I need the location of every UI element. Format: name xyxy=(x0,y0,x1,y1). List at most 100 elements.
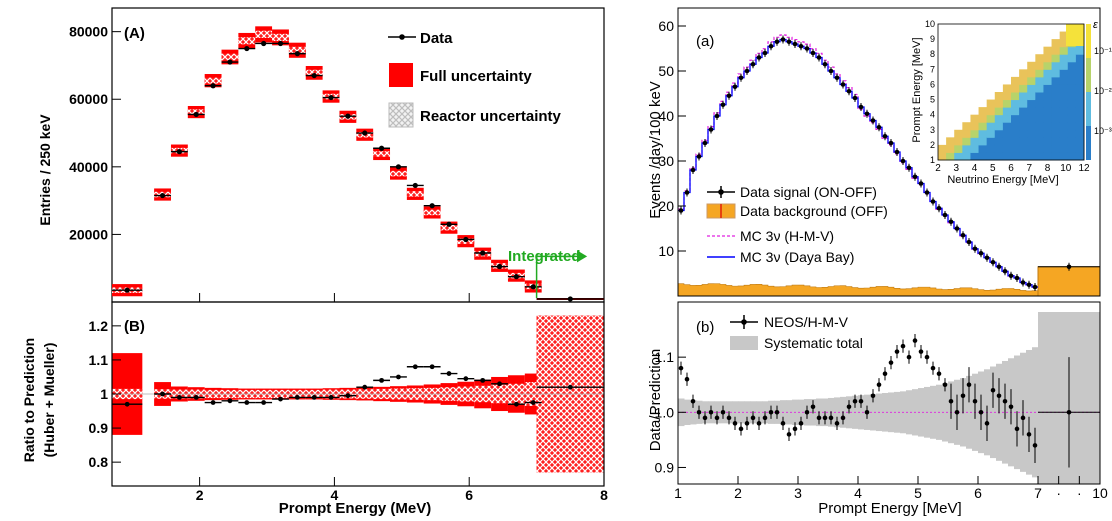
inset-cell xyxy=(1059,39,1069,48)
inset-cell xyxy=(1067,107,1077,116)
signal-point xyxy=(858,104,864,110)
inset-cell xyxy=(1051,69,1061,78)
ratio-point xyxy=(816,415,822,421)
inset-cell xyxy=(1027,92,1036,101)
inset-cell xyxy=(970,137,980,146)
signal-point xyxy=(810,50,816,56)
panel-a-data-point xyxy=(446,221,452,227)
legend-signal-marker xyxy=(718,189,724,195)
inset-cell xyxy=(1019,114,1028,123)
inset-cell xyxy=(1002,144,1012,153)
inset-cell xyxy=(1011,129,1020,138)
inset-xtick-label: 6 xyxy=(1008,163,1014,174)
inset-xtick-label: 7 xyxy=(1026,163,1032,174)
inset-cell xyxy=(1035,144,1044,153)
ratio-point xyxy=(1014,426,1020,432)
inset-cell xyxy=(978,137,988,146)
inset-cell xyxy=(1043,137,1053,146)
inset-cell xyxy=(986,129,996,138)
inset-cell xyxy=(978,152,988,161)
ratio-point xyxy=(924,354,930,360)
inset-cell xyxy=(1011,92,1020,101)
inset-cell xyxy=(970,122,980,131)
inset-cell xyxy=(978,144,988,153)
inset-cell xyxy=(1019,99,1028,108)
inset-xtick-label: 5 xyxy=(990,163,996,174)
signal-point xyxy=(912,174,918,180)
inset-cell xyxy=(1059,46,1069,55)
panel-a-label: (A) xyxy=(124,25,145,42)
legend-full-label: Full uncertainty xyxy=(420,68,532,85)
legend-full-swatch xyxy=(389,63,413,87)
panel-b-data-point xyxy=(210,400,216,405)
inset-cell xyxy=(954,137,963,146)
signal-point xyxy=(882,133,888,139)
inset-cell xyxy=(1011,84,1020,93)
inset-cell xyxy=(986,152,996,161)
inset-cell xyxy=(1051,46,1061,55)
inset-cell xyxy=(1035,84,1044,93)
signal-point xyxy=(864,111,870,117)
inset-cell xyxy=(1067,54,1077,63)
syst-band xyxy=(882,393,889,432)
signal-point xyxy=(990,259,996,265)
panel-a-reactor-unc-band xyxy=(238,37,256,45)
inset-cell xyxy=(938,144,947,153)
panel-b-data-point xyxy=(227,398,233,404)
ratio-point xyxy=(696,410,702,415)
inset-cell xyxy=(1002,122,1012,131)
panel-a-data-point xyxy=(480,250,486,256)
inset-cell xyxy=(1043,107,1053,116)
inset-xtick-label: 2 xyxy=(935,163,941,174)
panel-b-xtick-label: 2 xyxy=(196,487,204,503)
panel-b-data-point xyxy=(345,393,351,399)
inset-cell xyxy=(1002,137,1012,146)
panel-a-reactor-unc-band xyxy=(390,170,407,177)
inset-ytick-label: 7 xyxy=(930,64,935,74)
panel-b-data-point xyxy=(429,364,435,370)
inset-colorbar-segment xyxy=(1086,92,1091,126)
ratio-point xyxy=(678,365,684,371)
panel-a-data-point xyxy=(395,164,402,170)
inset-xtick-label: 3 xyxy=(953,163,959,174)
ratio-point xyxy=(936,371,942,376)
ratio-point xyxy=(720,410,726,415)
inset-cell xyxy=(1051,152,1061,161)
inset-xlabel: Neutrino Energy [MeV] xyxy=(947,174,1058,186)
ratio-point xyxy=(894,349,900,354)
panel-a-reactor-unc-band xyxy=(440,224,458,231)
syst-band xyxy=(918,388,925,437)
ratio-point xyxy=(810,404,816,410)
inset-cell xyxy=(1027,61,1036,70)
ratio-point xyxy=(744,421,750,426)
panel-a-data-point xyxy=(244,45,250,52)
inset-cell xyxy=(1059,107,1069,116)
inset-cell xyxy=(1059,61,1069,70)
ratio-point xyxy=(786,432,792,437)
signal-point xyxy=(894,149,900,155)
syst-band xyxy=(966,375,973,449)
inset-cell xyxy=(1051,76,1061,85)
ratio-point xyxy=(948,398,954,404)
panel-a-data-point xyxy=(345,113,351,119)
signal-point xyxy=(960,232,966,238)
inset-cell xyxy=(1051,61,1061,70)
inset-cell xyxy=(986,107,996,116)
inset-cell xyxy=(1027,99,1036,108)
ratio-point xyxy=(966,382,972,388)
inset-cell xyxy=(1043,152,1053,161)
signal-point xyxy=(828,68,834,74)
ratio-point xyxy=(1002,398,1008,404)
inset-cell xyxy=(1051,84,1061,93)
legend-reactor-swatch xyxy=(388,102,414,128)
panel-a-reactor-unc-band xyxy=(305,69,323,76)
inset-cell xyxy=(1075,76,1085,85)
signal-point xyxy=(846,88,852,94)
ratio-point xyxy=(1032,443,1038,448)
inset-cell xyxy=(1067,114,1077,123)
inset-cell xyxy=(1002,84,1012,93)
inset-ytick-label: 9 xyxy=(930,34,935,44)
signal-point xyxy=(684,190,690,195)
panel-b-right: 0.9 1.0 1.1 1 2 3 4 5 6 7 · · 10 xyxy=(655,301,1108,501)
